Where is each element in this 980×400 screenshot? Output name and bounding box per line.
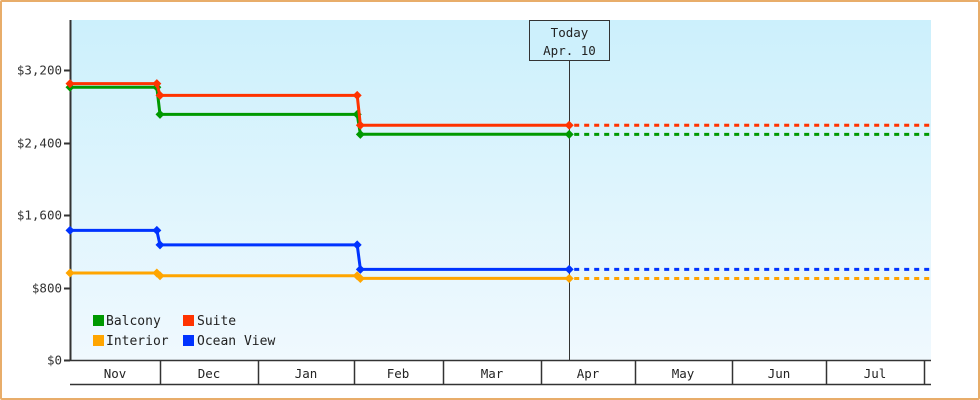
month-label-nov: Nov bbox=[104, 366, 127, 381]
data-point-marker bbox=[152, 225, 162, 235]
month-label-mar: Mar bbox=[481, 366, 504, 381]
legend-item-balcony: Balcony bbox=[93, 314, 161, 329]
x-axis: Nov Dec Jan Feb Mar Apr May Jun Jul bbox=[70, 359, 931, 386]
today-date: Apr. 10 bbox=[543, 43, 596, 58]
series-line bbox=[70, 85, 570, 136]
today-title: Today bbox=[551, 25, 589, 40]
legend-swatch-icon bbox=[93, 315, 104, 326]
month-label-jan: Jan bbox=[295, 366, 318, 381]
data-point-marker bbox=[355, 264, 365, 274]
data-point-marker bbox=[155, 271, 165, 281]
month-label-jun: Jun bbox=[768, 366, 791, 381]
legend-item-ocean-view: Ocean View bbox=[183, 334, 275, 349]
data-point-marker bbox=[564, 264, 574, 274]
series-suite bbox=[65, 79, 931, 130]
y-tick-label: $800 bbox=[32, 281, 62, 296]
data-point-marker bbox=[155, 109, 165, 119]
legend-label: Ocean View bbox=[197, 334, 275, 349]
month-label-apr: Apr bbox=[577, 366, 600, 381]
y-axis: $3,200 $2,400 $1,600 $800 $0 bbox=[17, 20, 72, 368]
data-point-marker bbox=[352, 90, 362, 100]
legend-item-suite: Suite bbox=[183, 314, 236, 329]
y-tick-label: $2,400 bbox=[17, 136, 62, 151]
month-label-jul: Jul bbox=[864, 366, 887, 381]
series-interior bbox=[65, 268, 931, 283]
legend-label: Suite bbox=[197, 314, 236, 329]
data-point-marker bbox=[355, 273, 365, 283]
today-marker: Today Apr. 10 bbox=[529, 20, 610, 360]
month-label-may: May bbox=[672, 366, 695, 381]
y-tick-label: $0 bbox=[47, 353, 62, 368]
data-point-marker bbox=[355, 129, 365, 139]
data-point-marker bbox=[152, 79, 162, 89]
data-point-marker bbox=[155, 90, 165, 100]
data-point-marker bbox=[65, 79, 75, 89]
month-label-feb: Feb bbox=[387, 366, 410, 381]
series-line bbox=[70, 228, 570, 271]
legend-item-interior: Interior bbox=[93, 334, 169, 349]
data-point-marker bbox=[564, 129, 574, 139]
y-tick-label: $1,600 bbox=[17, 208, 62, 223]
legend: Balcony Suite Interior Ocean View bbox=[93, 314, 275, 349]
legend-label: Interior bbox=[106, 334, 169, 349]
month-label-dec: Dec bbox=[198, 366, 221, 381]
legend-label: Balcony bbox=[106, 314, 161, 329]
data-point-marker bbox=[355, 120, 365, 130]
legend-swatch-icon bbox=[183, 315, 194, 326]
data-point-marker bbox=[564, 120, 574, 130]
data-point-marker bbox=[65, 268, 75, 278]
y-tick-label: $3,200 bbox=[17, 63, 62, 78]
data-point-marker bbox=[65, 225, 75, 235]
legend-swatch-icon bbox=[93, 335, 104, 346]
plot-area bbox=[70, 20, 931, 360]
data-point-marker bbox=[352, 240, 362, 250]
series-ocean-view bbox=[65, 225, 931, 274]
series-line bbox=[70, 271, 570, 280]
data-point-marker bbox=[564, 273, 574, 283]
series-line bbox=[70, 82, 570, 127]
data-point-marker bbox=[155, 240, 165, 250]
series-layer bbox=[65, 79, 931, 283]
legend-swatch-icon bbox=[183, 335, 194, 346]
